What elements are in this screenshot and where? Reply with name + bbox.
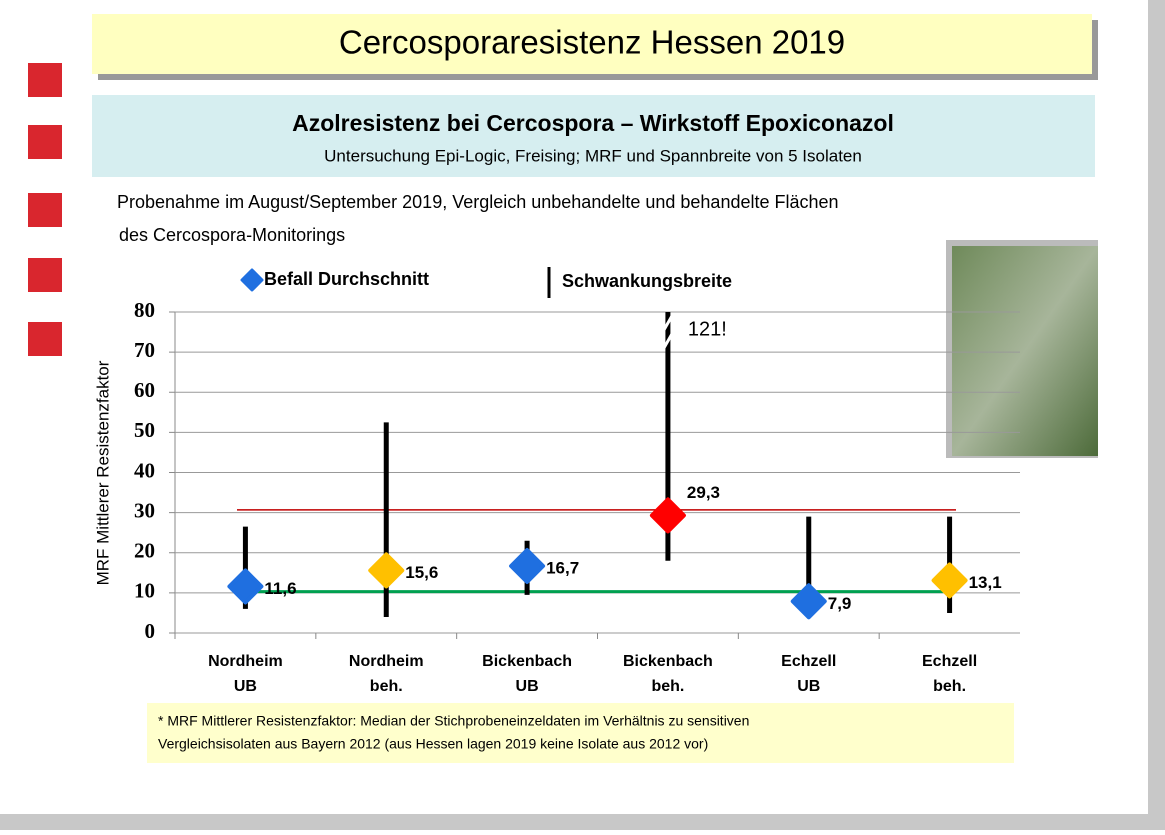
subheading: Untersuchung Epi-Logic, Freising; MRF un… [324,146,862,165]
x-tick-label: Echzell [781,653,836,670]
mean-marker [370,554,402,586]
legend-label: Schwankungsbreite [562,271,732,291]
x-tick-label: Bickenbach [623,653,713,670]
y-tick-label: 20 [134,539,155,563]
x-tick-label: UB [516,678,539,695]
y-tick-label: 0 [145,619,156,643]
value-label: 29,3 [687,483,720,502]
mean-marker [652,499,684,531]
x-tick-label: Bickenbach [482,653,572,670]
y-tick-label: 10 [134,579,155,603]
slide: Cercosporaresistenz Hessen 2019 Azolresi… [0,0,1165,830]
heading: Azolresistenz bei Cercospora – Wirkstoff… [292,110,894,136]
y-tick-label: 40 [134,458,155,482]
value-label: 15,6 [405,563,438,582]
footnote: Vergleichsisolaten aus Bayern 2012 (aus … [158,736,708,752]
y-tick-label: 80 [134,298,155,322]
value-label: 11,6 [264,579,296,598]
frame-shadow [1148,0,1165,830]
legend-label: Befall Durchschnitt [264,269,429,289]
footnote: * MRF Mittlerer Resistenzfaktor: Median … [158,713,749,729]
frame-shadow [0,814,1165,830]
mean-marker [793,585,825,617]
y-tick-label: 60 [134,378,155,402]
mean-marker [511,550,543,582]
y-tick-label: 70 [134,338,155,362]
x-tick-label: beh. [370,678,403,695]
description: Probenahme im August/September 2019, Ver… [117,192,839,212]
y-tick-label: 30 [134,498,155,522]
slide-title: Cercosporaresistenz Hessen 2019 [339,24,845,61]
legend-marker [242,270,262,290]
x-tick-label: UB [234,678,257,695]
x-tick-label: UB [797,678,820,695]
x-tick-label: beh. [651,678,684,695]
x-tick-label: Echzell [922,653,977,670]
y-tick-label: 50 [134,418,155,442]
x-tick-label: beh. [933,678,966,695]
bullets [28,63,62,356]
y-axis-label: MRF Mittlerer Resistenzfaktor [93,360,112,585]
annotation: 121! [688,318,727,340]
plot-area [245,147,949,616]
value-label: 13,1 [969,573,1002,592]
x-tick-label: Nordheim [349,653,424,670]
leaf-photo [952,246,1098,456]
value-label: 16,7 [546,558,579,577]
description: des Cercospora-Monitorings [119,225,345,245]
value-label: 7,9 [828,594,852,613]
x-tick-label: Nordheim [208,653,283,670]
mean-marker [229,570,261,602]
